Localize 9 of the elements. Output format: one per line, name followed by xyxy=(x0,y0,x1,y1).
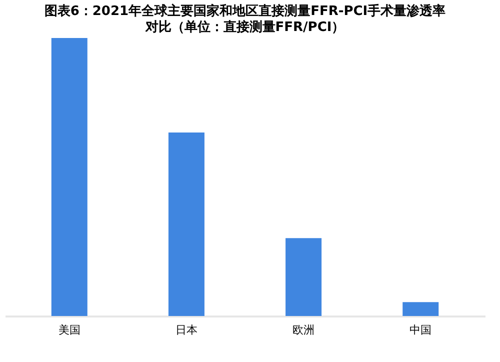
x-tick-label: 中国 xyxy=(410,324,432,336)
bar xyxy=(402,302,439,316)
chart-title: 图表6：2021年全球主要国家和地区直接测量FFR-PCI手术量渗透率对比（单位：直接测量FFR/PCI） xyxy=(44,3,446,35)
x-tick-label: 欧洲 xyxy=(292,324,315,336)
bar xyxy=(286,238,322,316)
bar xyxy=(168,132,204,316)
bar xyxy=(51,38,88,316)
x-tick-label: 美国 xyxy=(58,324,80,336)
x-tick-label: 日本 xyxy=(175,324,198,336)
